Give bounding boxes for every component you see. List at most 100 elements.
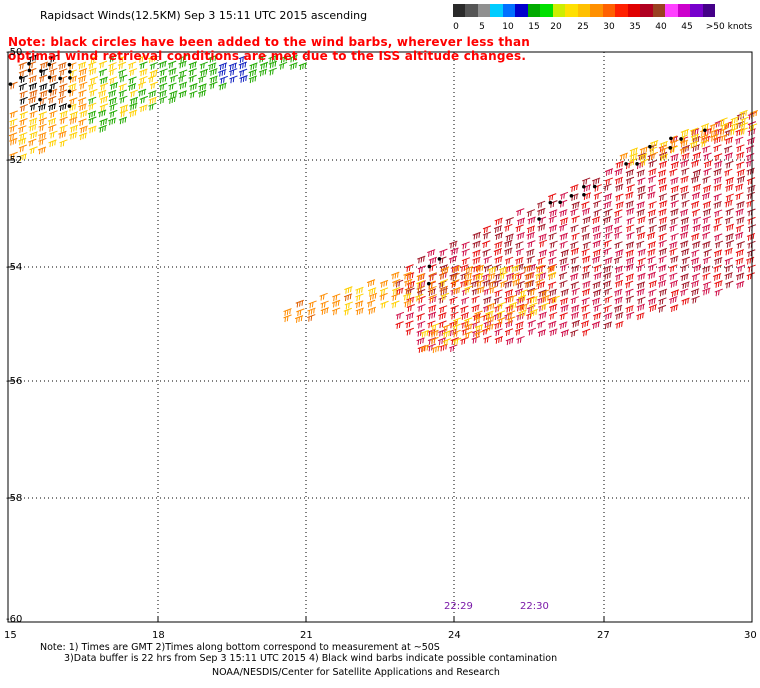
wind-barb <box>238 61 248 70</box>
wind-barb <box>28 117 38 126</box>
wind-barb <box>461 257 471 265</box>
wind-barb <box>527 216 536 225</box>
wind-barb <box>449 344 458 353</box>
wind-barb <box>660 146 669 155</box>
wind-barb <box>625 288 634 297</box>
colorbar-label: 15 <box>528 22 540 32</box>
wind-barb <box>681 256 691 265</box>
wind-barb <box>158 60 167 69</box>
wind-barb <box>691 295 700 304</box>
wind-barb <box>87 110 97 119</box>
wind-barb <box>368 292 378 301</box>
wind-barb <box>494 232 504 240</box>
wind-barb <box>118 116 128 125</box>
wind-barb <box>99 82 109 91</box>
wind-barb <box>188 61 198 70</box>
wind-barb <box>615 249 624 257</box>
colorbar-label: 40 <box>655 22 667 32</box>
wind-barb <box>669 279 679 288</box>
wind-barb <box>714 240 724 249</box>
wind-barb <box>428 272 437 281</box>
wind-barb <box>537 320 546 329</box>
wind-barb <box>747 249 756 258</box>
wind-barb <box>615 272 624 281</box>
wind-barb <box>460 337 469 345</box>
wind-barb <box>485 310 494 319</box>
wind-barb <box>724 264 734 273</box>
wind-barb <box>438 280 447 289</box>
wind-barb <box>581 248 590 257</box>
wind-barb <box>559 312 568 320</box>
wind-barb <box>449 320 458 329</box>
wind-barb <box>430 329 439 338</box>
wind-barb <box>614 209 623 217</box>
wind-barb <box>59 68 68 77</box>
wind-barb <box>658 297 667 306</box>
contamination-circle <box>68 76 72 80</box>
wind-barb <box>582 192 592 201</box>
wind-barb <box>518 309 527 318</box>
wind-barb <box>713 209 723 218</box>
wind-barb <box>320 307 329 315</box>
wind-barb <box>725 193 735 202</box>
wind-barb <box>670 139 679 148</box>
wind-barb <box>614 168 623 176</box>
wind-barb <box>517 294 527 303</box>
wind-barb <box>367 306 377 315</box>
wind-barb <box>19 96 28 105</box>
wind-barb <box>614 296 623 305</box>
wind-barb <box>8 132 18 141</box>
wind-barb <box>38 131 47 140</box>
wind-barb <box>670 232 679 241</box>
wind-barb <box>637 185 646 194</box>
wind-barb <box>505 217 514 225</box>
colorbar-label: 35 <box>629 22 641 32</box>
wind-barb <box>259 61 269 70</box>
wind-barb <box>18 144 28 153</box>
wind-barb <box>720 133 729 142</box>
wind-barb <box>549 328 558 337</box>
wind-barb <box>700 134 709 142</box>
wind-barb <box>647 241 657 249</box>
colorbar-swatch <box>602 4 616 17</box>
wind-barb <box>526 312 535 320</box>
wind-barb <box>69 97 78 106</box>
wind-barb <box>452 329 461 338</box>
colorbar-swatch <box>527 4 541 17</box>
wind-barb <box>690 133 700 142</box>
wind-barb <box>108 67 117 76</box>
contamination-circle <box>58 76 62 81</box>
wind-barb <box>713 168 722 177</box>
wind-barb <box>515 321 524 329</box>
wind-barb <box>602 265 612 274</box>
wind-barb <box>496 310 506 319</box>
colorbar-swatch <box>515 4 529 17</box>
wind-barb <box>331 299 341 308</box>
wind-barb <box>713 249 723 258</box>
wind-barb <box>476 279 485 288</box>
wind-barb <box>488 280 497 289</box>
wind-barb <box>78 68 88 76</box>
contamination-circle <box>582 184 586 189</box>
wind-barb <box>625 249 634 258</box>
wind-barb <box>405 320 414 329</box>
wind-barb <box>581 232 590 241</box>
wind-barb <box>471 304 480 313</box>
wind-barb <box>109 103 118 111</box>
lon-label: 21 <box>300 630 313 641</box>
notice-line: optimal wind retrieval conditions are me… <box>8 49 527 63</box>
wind-barb <box>602 216 612 224</box>
wind-barb <box>636 240 645 249</box>
colorbar-swatch <box>652 4 666 17</box>
wind-barb <box>449 296 458 305</box>
wind-barb <box>427 343 436 352</box>
wind-barb <box>514 288 524 296</box>
wind-barb <box>177 74 187 83</box>
wind-barb <box>559 217 569 225</box>
wind-barb <box>168 82 177 91</box>
wind-barb <box>516 231 525 240</box>
wind-barb <box>648 304 658 312</box>
wind-barb <box>629 158 638 166</box>
wind-barb <box>198 75 207 84</box>
wind-barb <box>692 183 701 192</box>
